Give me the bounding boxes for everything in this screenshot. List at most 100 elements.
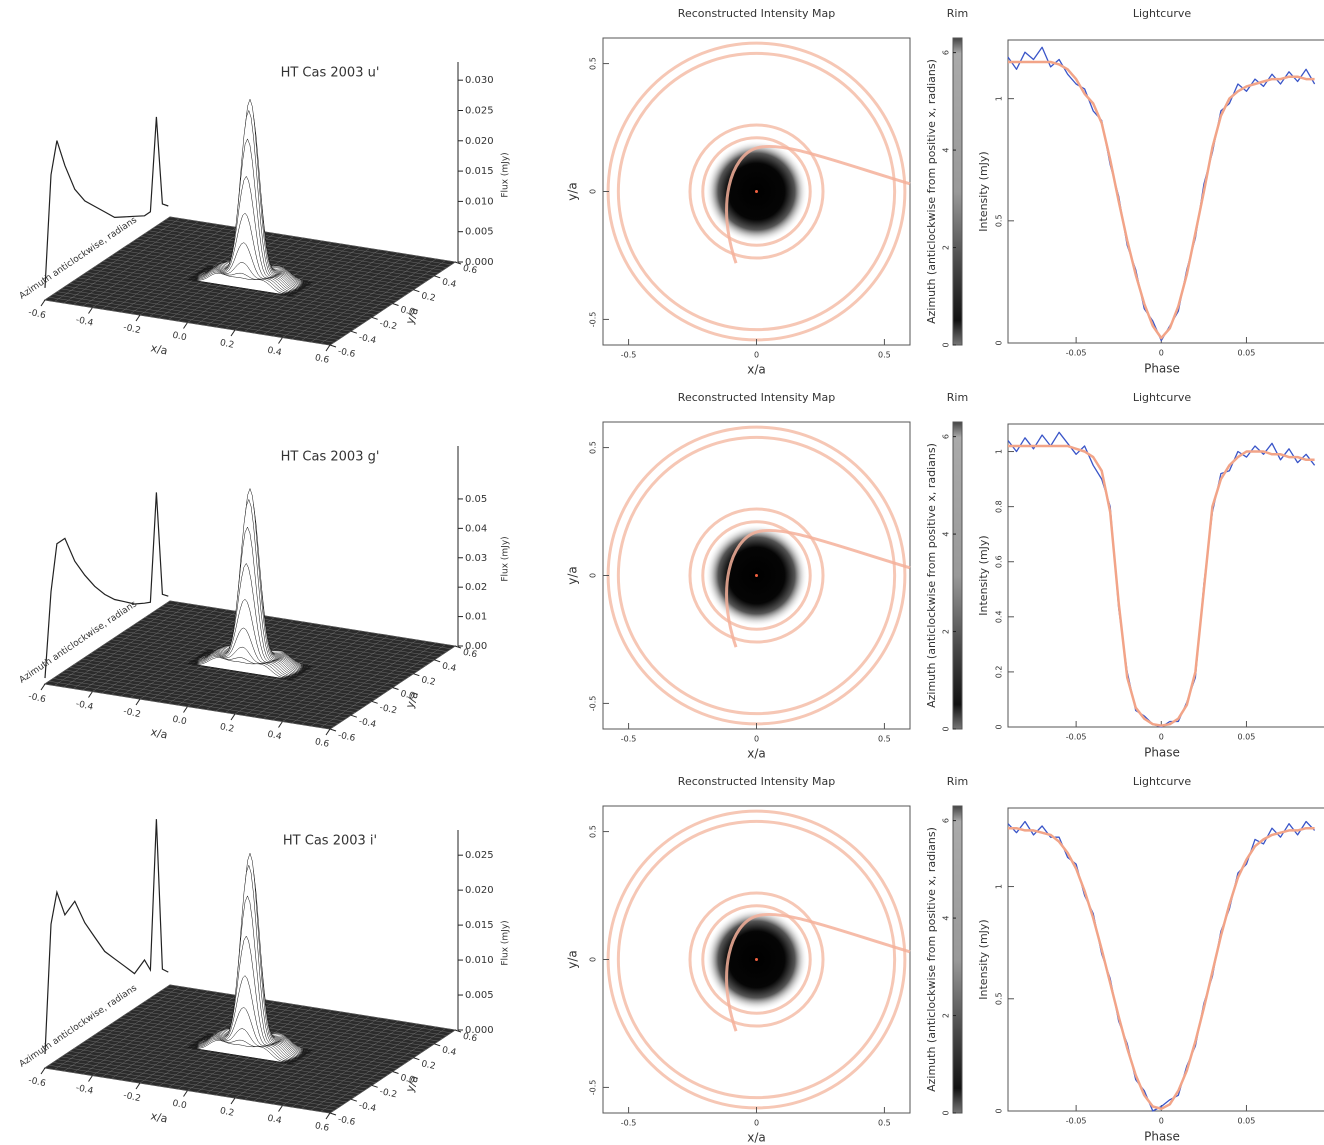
mesh-line	[169, 216, 456, 263]
x-axis-label: Phase	[1144, 1130, 1180, 1144]
x-axis-label: x/a	[149, 1109, 168, 1125]
x-tick-label: -0.4	[75, 315, 95, 328]
y-tick-label: -0.5	[589, 696, 598, 712]
y-tick-label: 0.5	[589, 57, 598, 70]
x-tick-label: -0.6	[27, 1076, 47, 1089]
mesh-line	[165, 987, 451, 1033]
y-tick	[434, 1043, 441, 1047]
y-tick-label: 0.0	[399, 305, 415, 318]
y-tick-label: -0.4	[358, 1101, 378, 1114]
x-tick	[40, 683, 46, 691]
x-tick-label: -0.4	[75, 699, 95, 712]
x-tick	[230, 329, 236, 337]
x-tick-label: 0.5	[878, 1119, 891, 1128]
y-tick	[413, 673, 420, 677]
plot-frame	[1007, 807, 1324, 1112]
z-tick-label: 0.00	[465, 641, 487, 652]
spike-profile	[187, 272, 293, 297]
x-tick	[40, 299, 46, 307]
mesh-line	[310, 258, 437, 343]
y-tick	[329, 1112, 337, 1116]
ring	[688, 891, 825, 1028]
x-tick-label: -0.5	[621, 1119, 637, 1128]
mesh-line	[301, 1025, 427, 1109]
z-tick-label: 0.04	[465, 523, 487, 534]
rim-profile	[44, 819, 169, 1055]
x-tick-label: -0.2	[122, 707, 141, 720]
x-axis-label: x/a	[747, 1131, 766, 1145]
colorbar-title: Rim	[947, 391, 968, 404]
y-tick-label: 0.2	[420, 291, 436, 304]
x-tick-label: 0	[1159, 1117, 1164, 1126]
x-axis-label: x/a	[149, 341, 168, 357]
y-tick-label: 0.4	[995, 610, 1004, 623]
x-tick-label: 0.05	[1238, 1117, 1256, 1126]
z-axis-label: Flux (mJy)	[501, 536, 511, 581]
mesh-line	[320, 260, 446, 344]
z-tick-label: 0.05	[465, 494, 487, 505]
white-dwarf	[755, 958, 758, 961]
y-tick-label: 0	[589, 573, 598, 578]
mesh-line	[157, 993, 443, 1039]
curve	[1007, 46, 1316, 342]
ring	[688, 123, 825, 260]
x-tick-label: 0.4	[266, 730, 282, 743]
y-tick-label: 0.0	[399, 1073, 415, 1086]
colorbar-label: Azimuth (anticlockwise from positive x, …	[925, 59, 938, 324]
y-tick-label: 0.5	[995, 214, 1004, 227]
x-tick-label: -0.6	[27, 692, 47, 705]
x-axis-label: x/a	[149, 725, 168, 741]
colorbar-tick-label: 4	[942, 148, 951, 153]
panel-title: Reconstructed Intensity Map	[678, 775, 835, 788]
y-axis-label: y/a	[403, 306, 421, 326]
x-tick-label: 0.4	[266, 346, 282, 359]
mesh-line	[161, 606, 447, 652]
x-axis-label: Phase	[1144, 746, 1180, 760]
x-tick-label: 0.5	[878, 351, 891, 360]
x-tick-label: -0.05	[1066, 1117, 1087, 1126]
y-axis-label: y/a	[566, 182, 580, 201]
x-tick-label: 0.6	[314, 1121, 330, 1134]
mesh-line	[149, 614, 435, 661]
ring	[701, 520, 812, 631]
panel-title: HT Cas 2003 u'	[281, 66, 380, 81]
curve	[1008, 60, 1315, 340]
y-tick-label: 0.5	[589, 441, 598, 454]
x-tick	[40, 1067, 46, 1075]
panel-title: Reconstructed Intensity Map	[678, 7, 835, 20]
mesh-line	[157, 609, 443, 655]
z-tick-label: 0.010	[465, 196, 494, 207]
y-tick-label: -0.2	[379, 703, 398, 716]
y-axis-label: Intensity (mJy)	[977, 535, 990, 615]
rim-profile	[44, 116, 169, 288]
x-tick-label: -0.2	[122, 323, 141, 336]
y-tick-label: -0.5	[589, 1080, 598, 1096]
colorbar-tick-label: 6	[942, 50, 951, 55]
y-tick	[350, 714, 357, 718]
x-tick-label: 0.6	[314, 737, 330, 750]
y-tick	[434, 659, 441, 663]
y-tick-label: 1	[995, 884, 1004, 889]
gas-stream	[725, 144, 911, 264]
y-tick	[454, 261, 462, 265]
ring	[701, 136, 812, 247]
y-tick	[350, 1098, 357, 1102]
white-dwarf	[755, 190, 758, 193]
x-tick-label: -0.5	[621, 735, 637, 744]
x-tick-label: 0	[1159, 349, 1164, 358]
x-tick-label: 0.2	[219, 338, 235, 351]
colorbar-tick-label: 2	[942, 629, 951, 634]
x-tick	[325, 1112, 331, 1120]
ring	[616, 51, 897, 332]
z-tick-label: 0.020	[465, 136, 494, 147]
y-tick-label: 0.2	[420, 675, 436, 688]
x-tick-label: 0	[1159, 733, 1164, 742]
colorbar	[952, 805, 963, 1114]
x-tick	[88, 307, 93, 314]
x-tick-label: 0.05	[1238, 349, 1256, 358]
y-tick	[392, 1071, 399, 1074]
gas-stream	[725, 912, 911, 1032]
mesh-line	[320, 644, 446, 728]
panel-title: Lightcurve	[1133, 775, 1192, 788]
ring	[701, 904, 812, 1015]
